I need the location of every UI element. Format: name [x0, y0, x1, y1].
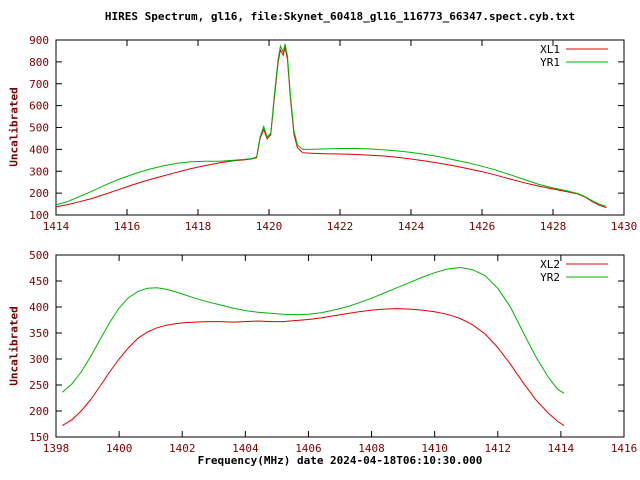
- y-axis-label-bottom: Uncalibrated: [7, 306, 21, 386]
- legend-label-XL2: XL2: [540, 258, 560, 271]
- x-tick-label: 1400: [106, 442, 133, 455]
- y-tick-label: 200: [29, 187, 49, 200]
- x-axis-label: Frequency(MHz) date 2024-04-18T06:10:30.…: [197, 454, 483, 467]
- page-title: HIRES Spectrum, gl16, file:Skynet_60418_…: [104, 10, 576, 23]
- y-tick-label: 500: [29, 122, 49, 135]
- x-tick-label: 1414: [548, 442, 575, 455]
- y-axis-label-top: Uncalibrated: [7, 87, 21, 167]
- x-tick-label: 1408: [358, 442, 385, 455]
- y-tick-label: 150: [29, 431, 49, 444]
- x-tick-label: 1398: [43, 442, 70, 455]
- x-tick-label: 1426: [469, 220, 496, 233]
- x-tick-label: 1404: [232, 442, 259, 455]
- series-line-XL2: [62, 308, 565, 427]
- y-tick-label: 100: [29, 209, 49, 222]
- x-tick-label: 1422: [327, 220, 354, 233]
- x-tick-label: 1424: [398, 220, 425, 233]
- series-line-XL1: [55, 46, 607, 209]
- x-tick-label: 1406: [295, 442, 322, 455]
- x-tick-label: 1420: [256, 220, 283, 233]
- plot-border: [55, 39, 625, 216]
- y-tick-label: 900: [29, 34, 49, 47]
- x-tick-label: 1410: [421, 442, 448, 455]
- y-tick-label: 450: [29, 275, 49, 288]
- x-tick-label: 1402: [169, 442, 196, 455]
- y-tick-label: 700: [29, 78, 49, 91]
- y-tick-label: 300: [29, 165, 49, 178]
- legend-label-YR1: YR1: [540, 56, 560, 69]
- series-line-YR1: [55, 43, 607, 207]
- plot-border: [55, 254, 625, 438]
- x-tick-label: 1414: [43, 220, 70, 233]
- x-tick-label: 1428: [540, 220, 567, 233]
- x-tick-label: 1416: [611, 442, 638, 455]
- y-tick-label: 300: [29, 353, 49, 366]
- y-tick-label: 600: [29, 100, 49, 113]
- y-tick-label: 400: [29, 143, 49, 156]
- y-tick-label: 250: [29, 379, 49, 392]
- y-tick-label: 500: [29, 249, 49, 262]
- y-tick-label: 400: [29, 301, 49, 314]
- x-tick-label: 1412: [485, 442, 512, 455]
- legend-label-YR2: YR2: [540, 271, 560, 284]
- series-line-YR2: [61, 266, 565, 394]
- x-tick-label: 1418: [185, 220, 212, 233]
- y-tick-label: 200: [29, 405, 49, 418]
- y-tick-label: 800: [29, 56, 49, 69]
- x-tick-label: 1416: [114, 220, 141, 233]
- x-tick-label: 1430: [611, 220, 638, 233]
- legend-label-XL1: XL1: [540, 43, 560, 56]
- y-tick-label: 350: [29, 327, 49, 340]
